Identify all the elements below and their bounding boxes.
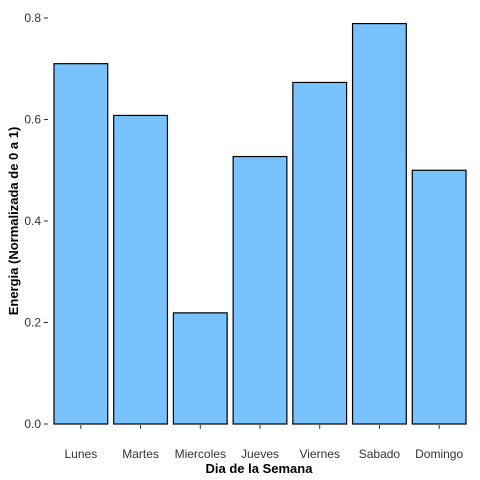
bar-lunes bbox=[53, 63, 109, 425]
y-tick-label: 0.2 bbox=[24, 316, 41, 330]
bar-martes bbox=[113, 114, 169, 425]
x-tick-label: Domingo bbox=[415, 447, 463, 461]
y-tick-label: 0.8 bbox=[24, 11, 41, 25]
bar-sabado bbox=[351, 22, 407, 425]
x-axis: Lunes Martes Miercoles Jueves Viernes Sabado D… bbox=[65, 425, 463, 461]
y-tick-label: 0.0 bbox=[24, 417, 41, 431]
x-tick-label: Martes bbox=[122, 447, 159, 461]
y-tick-label: 0.6 bbox=[24, 113, 41, 127]
x-tick-label: Miercoles bbox=[175, 447, 226, 461]
bar-domingo bbox=[411, 169, 467, 425]
x-tick-label: Lunes bbox=[65, 447, 98, 461]
y-axis-title: Energia (Normalizada de 0 a 1) bbox=[6, 127, 21, 316]
x-tick-label: Sabado bbox=[359, 447, 401, 461]
y-axis: 0.0 0.2 0.4 0.6 0.8 bbox=[24, 11, 48, 431]
bar-jueves bbox=[232, 155, 288, 425]
x-tick-label: Viernes bbox=[299, 447, 339, 461]
bar-miercoles bbox=[172, 312, 228, 425]
bar-viernes bbox=[292, 81, 348, 425]
bars-group bbox=[53, 22, 467, 425]
x-tick-label: Jueves bbox=[241, 447, 279, 461]
y-tick-label: 0.4 bbox=[24, 214, 41, 228]
x-axis-title: Dia de la Semana bbox=[206, 461, 314, 476]
